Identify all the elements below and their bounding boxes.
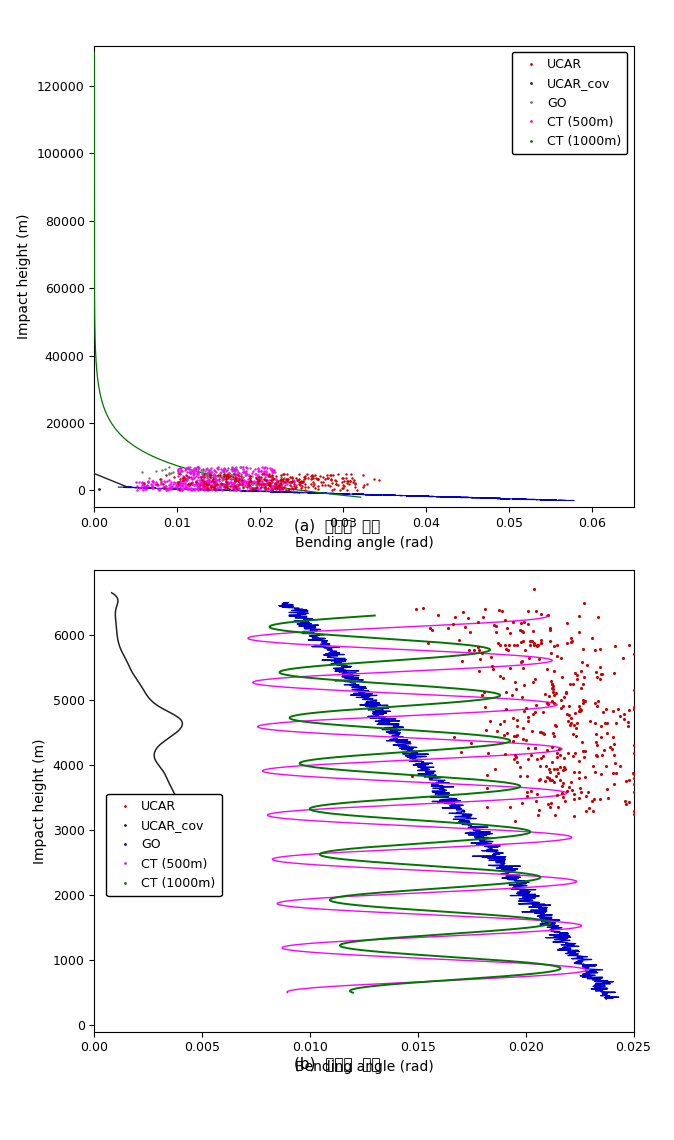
- X-axis label: Bending angle (rad): Bending angle (rad): [295, 536, 433, 549]
- Legend: UCAR, UCAR_cov, GO, CT (500m), CT (1000m): UCAR, UCAR_cov, GO, CT (500m), CT (1000m…: [512, 51, 627, 154]
- Y-axis label: Impact height (m): Impact height (m): [33, 738, 47, 864]
- Text: (a)  전고도  영역: (a) 전고도 영역: [294, 518, 380, 534]
- X-axis label: Bending angle (rad): Bending angle (rad): [295, 1060, 433, 1074]
- Text: (b)  저고도  영역: (b) 저고도 영역: [294, 1056, 380, 1072]
- Y-axis label: Impact height (m): Impact height (m): [18, 213, 31, 340]
- Legend: UCAR, UCAR_cov, GO, CT (500m), CT (1000m): UCAR, UCAR_cov, GO, CT (500m), CT (1000m…: [106, 793, 222, 896]
